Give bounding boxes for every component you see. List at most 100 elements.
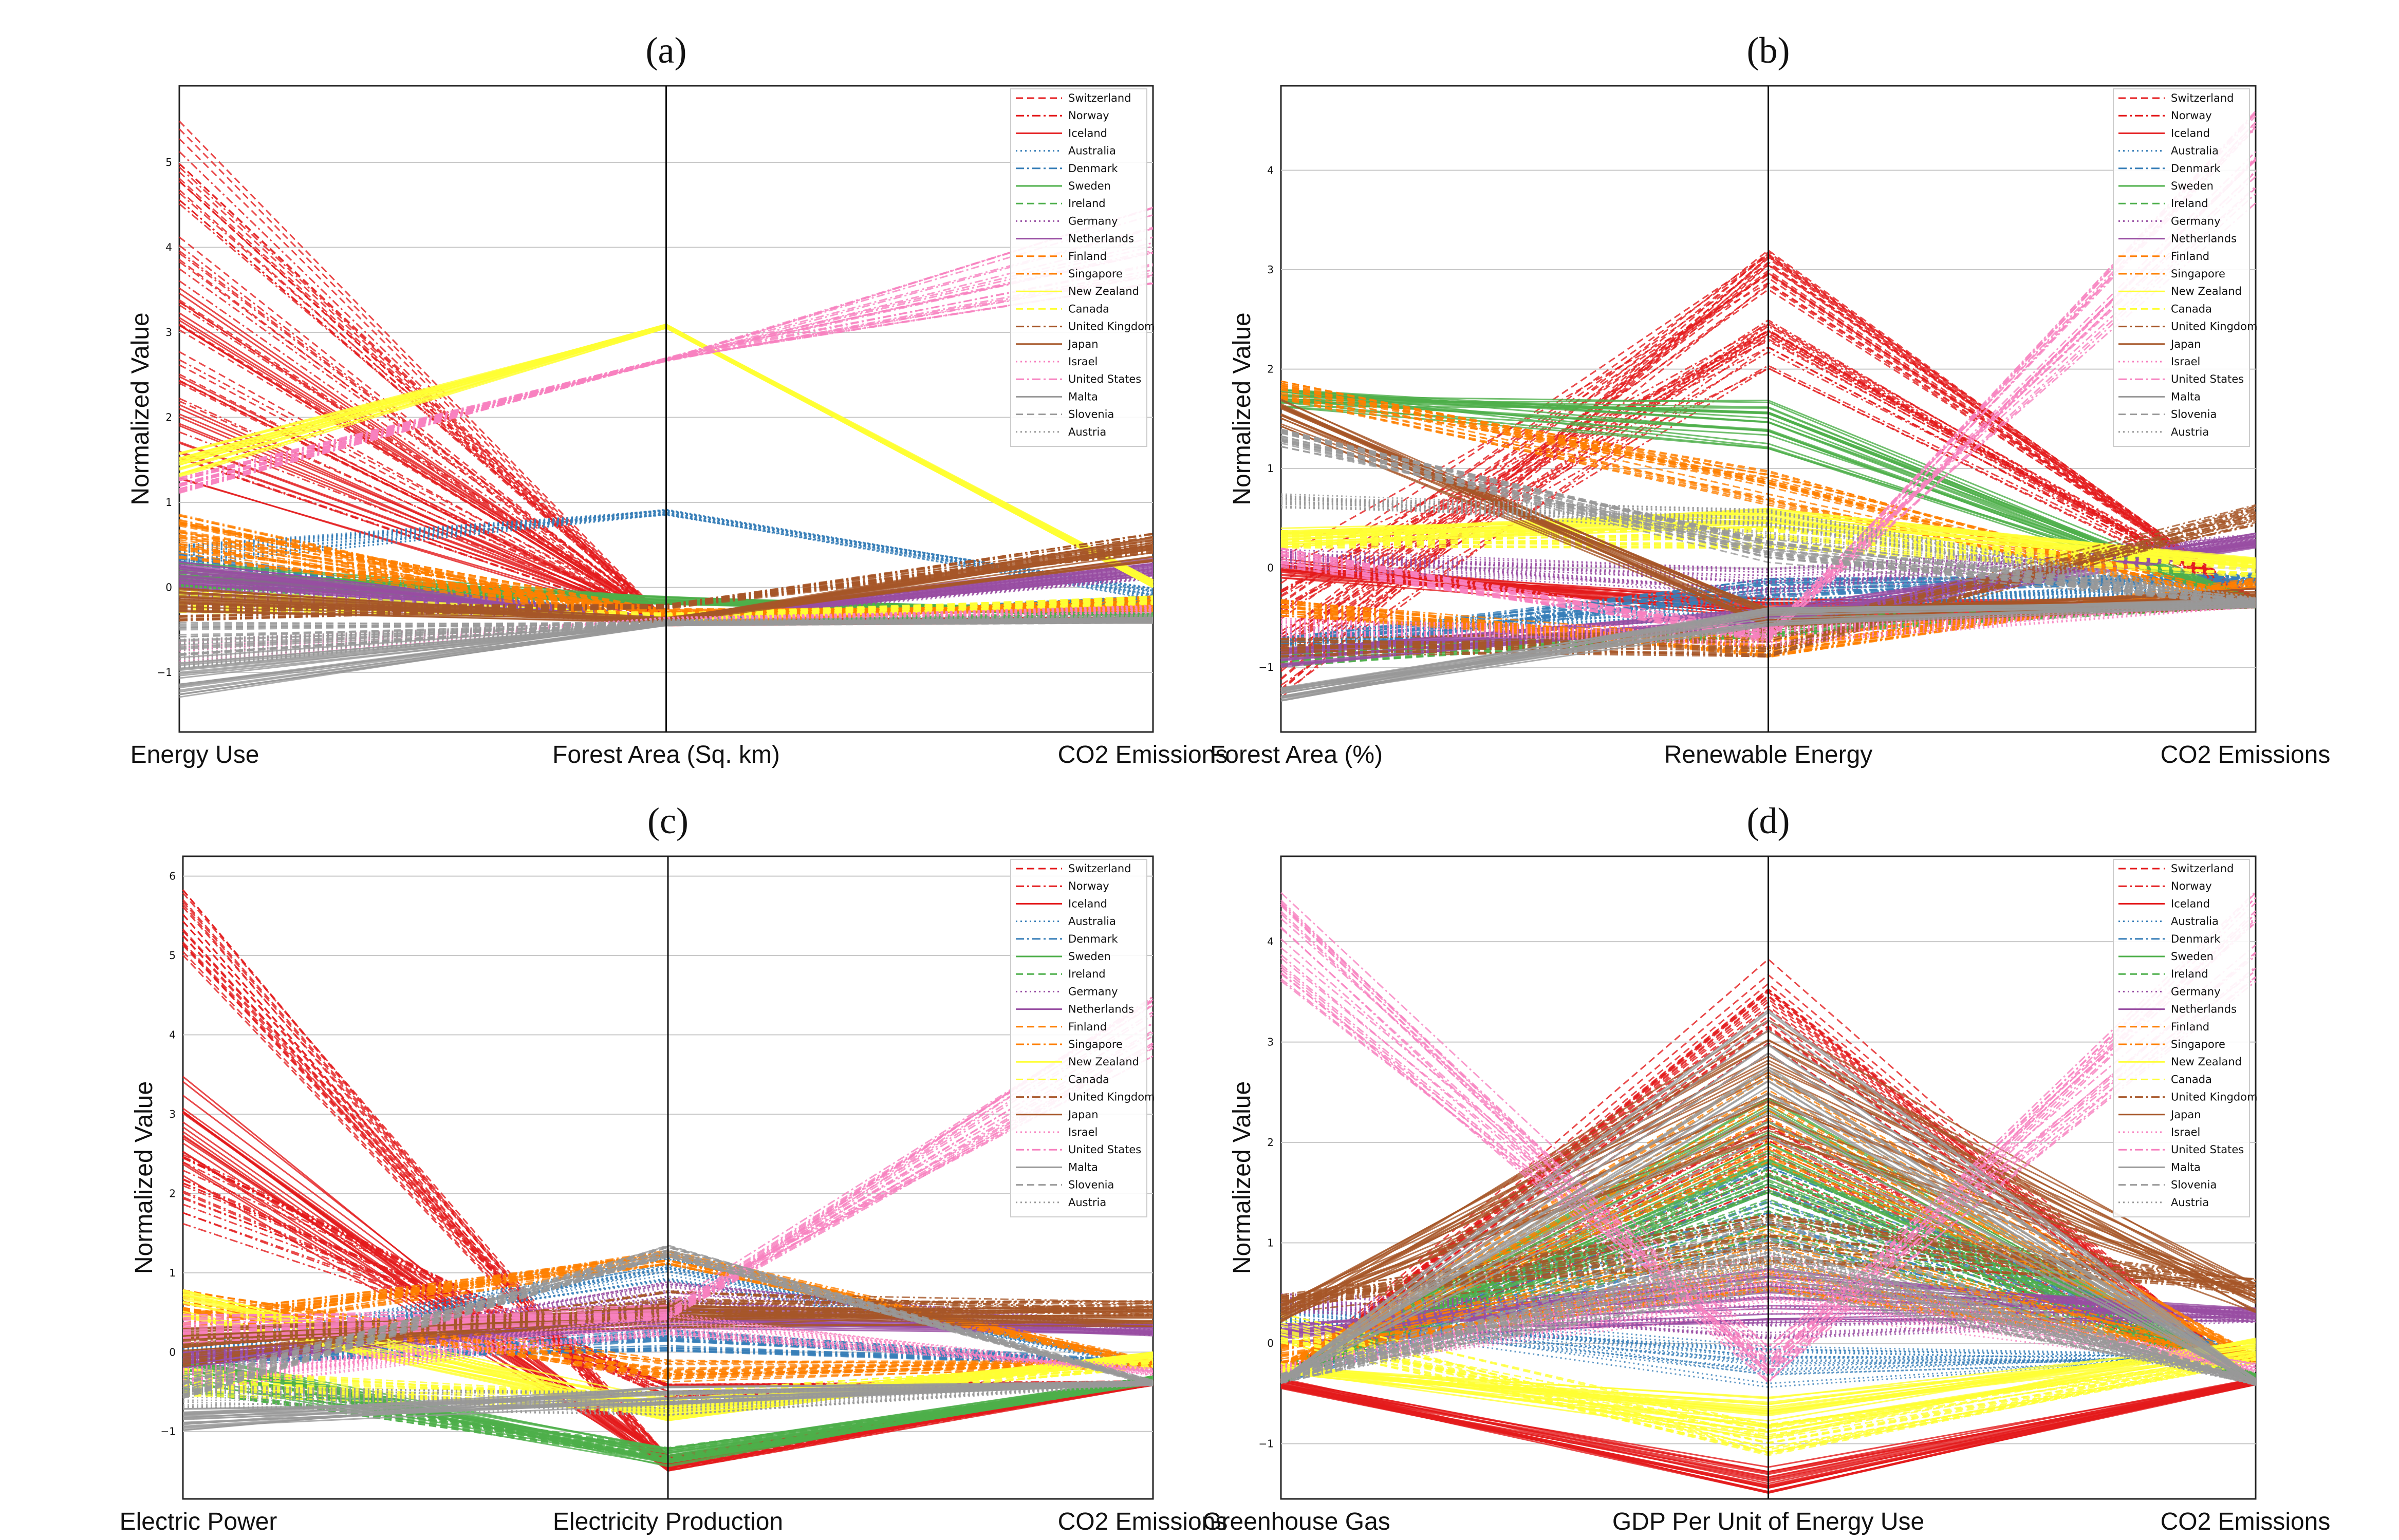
- legend-entry-label: United States: [1068, 1143, 1141, 1156]
- legend-entry-label: Denmark: [2171, 162, 2221, 175]
- legend-entry-label: New Zealand: [1068, 285, 1139, 297]
- series-line-switzerland: [182, 889, 1154, 1471]
- series-line-canada: [1280, 1339, 2256, 1425]
- panel-a: −1 0 1 2 3 4 5 Energy Use Forest Area (Sq. km) CO…: [127, 30, 1228, 768]
- series-line-austria: [1280, 1257, 2256, 1382]
- series-line-denmark: [1280, 1199, 2256, 1382]
- series-line-slovenia: [182, 1254, 1154, 1395]
- series-line-austria: [1280, 1262, 2256, 1385]
- series-line-austria: [179, 618, 1154, 648]
- series-line-united-kingdom: [1280, 1234, 2256, 1299]
- legend-entry-label: United Kingdom: [1068, 321, 1155, 333]
- legend: Switzerland Norway Iceland Australia Denmark…: [2113, 88, 2258, 447]
- series-line-germany: [1280, 536, 2256, 570]
- series-line-united-states: [182, 1055, 1154, 1336]
- series-line-singapore: [179, 545, 1154, 626]
- legend-entry-label: Germany: [2171, 215, 2221, 227]
- series-line-israel: [1280, 602, 2256, 629]
- series-line-denmark: [182, 1337, 1154, 1369]
- legend-entry-label: Japan: [1067, 338, 1099, 350]
- series-line-united-states: [182, 1035, 1154, 1328]
- series-line-australia: [1280, 587, 2256, 633]
- series-line-switzerland: [182, 930, 1154, 1466]
- series-line-switzerland: [1280, 288, 2256, 635]
- series-line-israel: [182, 1332, 1154, 1384]
- series-line-norway: [1280, 335, 2256, 611]
- legend-entry-label: Slovenia: [2171, 408, 2217, 421]
- series-line-austria: [1280, 501, 2256, 606]
- series-line-united-states: [179, 282, 1154, 480]
- y-tick-label: 5: [165, 156, 172, 168]
- axis-name-label: Greenhouse Gas: [1202, 1508, 1390, 1535]
- legend-entry-label: Germany: [2171, 985, 2221, 998]
- legend-entry-label: Australia: [2171, 145, 2219, 157]
- y-tick-label: 3: [1267, 1036, 1274, 1048]
- legend-entry-label: Iceland: [1068, 127, 1107, 139]
- series-line-germany: [1280, 1293, 2256, 1320]
- y-axis-label: Normalized Value: [131, 1081, 158, 1274]
- legend-entry-label: Finland: [2171, 1021, 2209, 1033]
- series-line-united-kingdom: [1280, 514, 2256, 650]
- panel-d: −1 0 1 2 3 4 Greenhouse Gas GDP Per Unit of Ene…: [1202, 800, 2330, 1535]
- series-line-austria: [179, 619, 1154, 658]
- y-tick-label: 4: [1267, 164, 1274, 177]
- legend-entry-label: New Zealand: [1068, 1056, 1139, 1068]
- series-line-israel: [1280, 605, 2256, 634]
- series-line-finland: [179, 529, 1154, 617]
- legend-entry-label: Ireland: [2171, 197, 2208, 210]
- legend-entry-label: Iceland: [1068, 897, 1107, 910]
- series-line-israel: [1280, 599, 2256, 634]
- series-line-united-states: [1280, 112, 2257, 640]
- y-tick-label: 1: [1267, 462, 1274, 475]
- panel-c: −1 0 1 2 3 4 5 6 Electric Power Electricity Produ…: [120, 800, 1228, 1535]
- series-line-austria: [1280, 1256, 2256, 1386]
- series-line-singapore: [179, 549, 1154, 626]
- series-line-austria: [179, 617, 1154, 660]
- series-line-canada: [182, 1365, 1154, 1411]
- legend-entry-label: Sweden: [1068, 180, 1111, 192]
- series-line-israel: [182, 1316, 1154, 1369]
- series-line-united-states: [182, 1023, 1154, 1335]
- series-line-australia: [179, 510, 1154, 598]
- series-line-united-states: [179, 275, 1154, 492]
- legend-entry-label: Malta: [1068, 390, 1098, 403]
- series-line-norway: [1280, 332, 2256, 665]
- legend-entry-label: Singapore: [2171, 1038, 2225, 1050]
- legend-entry-label: Canada: [1068, 303, 1109, 315]
- series-line-israel: [182, 1331, 1154, 1383]
- legend-entry-label: New Zealand: [2171, 285, 2242, 297]
- y-tick-label: 3: [1267, 264, 1274, 276]
- series-line-austria: [1280, 493, 2256, 605]
- series-line-austria: [1280, 1251, 2256, 1381]
- series-line-austria: [179, 614, 1154, 642]
- legend-entry-label: Norway: [2171, 880, 2212, 892]
- legend-entry-label: United Kingdom: [1068, 1091, 1155, 1103]
- series-line-united-states: [182, 1030, 1154, 1332]
- series-line-united-states: [1280, 910, 2256, 1376]
- legend-entry-label: Singapore: [1068, 1038, 1123, 1050]
- axis-name-label: CO2 Emissions: [2161, 741, 2331, 768]
- axis-name-label: GDP Per Unit of Energy Use: [1612, 1508, 1924, 1535]
- legend-entry-label: Finland: [1068, 250, 1107, 262]
- series-line-canada: [182, 1361, 1154, 1397]
- legend-entry-label: Slovenia: [1068, 408, 1114, 421]
- legend-entry-label: Ireland: [1068, 968, 1106, 980]
- legend-entry-label: United States: [2171, 1143, 2244, 1156]
- series-line-denmark: [182, 1349, 1154, 1367]
- series-line-germany: [1280, 543, 2256, 573]
- series-line-canada: [1280, 1340, 2256, 1426]
- series-line-united-kingdom: [1280, 1236, 2256, 1310]
- series-line-united-states: [182, 999, 1154, 1319]
- series-line-israel: [179, 612, 1154, 655]
- series-line-austria: [179, 615, 1154, 669]
- series-line-australia: [1280, 586, 2256, 631]
- series-line-switzerland: [1280, 284, 2256, 649]
- legend-entry-label: Netherlands: [1068, 233, 1134, 245]
- series-line-singapore: [1280, 1288, 2256, 1356]
- legend-entry-label: Netherlands: [2171, 1003, 2237, 1016]
- legend-entry-label: Denmark: [1068, 933, 1118, 945]
- series-line-united-states: [1280, 918, 2257, 1383]
- panel-b: −1 0 1 2 3 4 Forest Area (%) Renewable Energy CO…: [1210, 30, 2330, 768]
- series-line-australia: [179, 509, 1154, 591]
- legend-entry-label: Austria: [1068, 1196, 1106, 1209]
